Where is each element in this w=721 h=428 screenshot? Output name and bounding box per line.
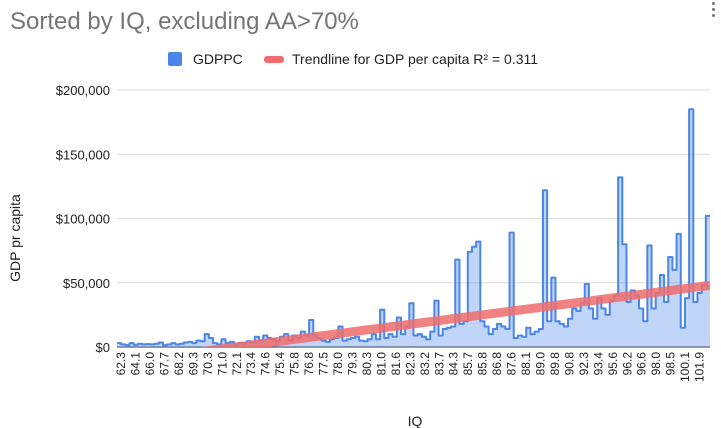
x-tick-label: 68.2 xyxy=(172,352,186,376)
x-tick-label: 81.0 xyxy=(374,352,388,376)
x-tick-label: 84.3 xyxy=(447,352,461,376)
series-area-gdppc xyxy=(117,109,710,348)
x-tick-label: 81.6 xyxy=(389,352,403,376)
y-tick-label: $200,000 xyxy=(56,83,110,98)
x-tick-label: 75.4 xyxy=(273,352,287,376)
x-tick-label: 75.8 xyxy=(288,352,302,376)
x-tick-label: 93.4 xyxy=(591,352,605,376)
x-tick-label: 64.1 xyxy=(129,352,143,376)
legend-swatch-trendline xyxy=(264,56,284,63)
y-axis-title: GDP pr capita xyxy=(7,194,23,282)
x-tick-label: 67.7 xyxy=(157,352,171,376)
legend: GDPPC Trendline for GDP per capita R² = 0… xyxy=(168,51,538,67)
x-tick-label: 98.5 xyxy=(664,352,678,376)
x-tick-label: 62.3 xyxy=(114,352,128,376)
x-tick-label: 89.0 xyxy=(534,352,548,376)
x-tick-label: 73.4 xyxy=(244,352,258,376)
x-tick-label: 78.0 xyxy=(331,352,345,376)
x-tick-label: 74.6 xyxy=(259,352,273,376)
legend-label-gdppc: GDPPC xyxy=(193,51,243,67)
trendline xyxy=(200,280,710,347)
x-tick-label: 76.8 xyxy=(302,352,316,376)
x-tick-label: 82.3 xyxy=(403,352,417,376)
chart-title: Sorted by IQ, excluding AA>70% xyxy=(10,8,359,35)
x-tick-label: 86.8 xyxy=(490,352,504,376)
x-tick-label: 87.6 xyxy=(505,352,519,376)
x-tick-label: 98.0 xyxy=(649,352,663,376)
x-tick-label: 79.3 xyxy=(345,352,359,376)
legend-swatch-gdppc xyxy=(168,52,182,66)
x-tick-label: 69.3 xyxy=(186,352,200,376)
more-options-icon[interactable] xyxy=(711,2,717,20)
x-tick-label: 83.7 xyxy=(432,352,446,376)
x-tick-label: 90.8 xyxy=(562,352,576,376)
x-tick-label: 77.5 xyxy=(317,352,331,376)
x-tick-label: 96.6 xyxy=(635,352,649,376)
y-tick-label: $0 xyxy=(96,340,110,355)
x-tick-label: 88.1 xyxy=(519,352,533,376)
x-tick-label: 89.8 xyxy=(548,352,562,376)
y-tick-label: $150,000 xyxy=(56,147,110,162)
legend-label-trendline: Trendline for GDP per capita R² = 0.311 xyxy=(292,51,538,67)
x-tick-label: 85.7 xyxy=(461,352,475,376)
x-tick-label: 100.1 xyxy=(678,352,692,382)
x-tick-label: 71.0 xyxy=(215,352,229,376)
x-tick-label: 72.1 xyxy=(230,352,244,376)
x-tick-label: 70.3 xyxy=(201,352,215,376)
y-tick-label: $100,000 xyxy=(56,212,110,227)
x-tick-label: 96.2 xyxy=(620,352,634,376)
x-tick-label: 80.3 xyxy=(360,352,374,376)
x-tick-label: 101.9 xyxy=(693,352,707,382)
x-tick-label: 83.2 xyxy=(418,352,432,376)
x-tick-label: 92.3 xyxy=(577,352,591,376)
x-tick-label: 66.0 xyxy=(143,352,157,376)
y-tick-label: $50,000 xyxy=(63,276,110,291)
x-axis-title: IQ xyxy=(408,413,423,428)
x-tick-label: 95.6 xyxy=(606,352,620,376)
x-tick-label: 85.8 xyxy=(476,352,490,376)
